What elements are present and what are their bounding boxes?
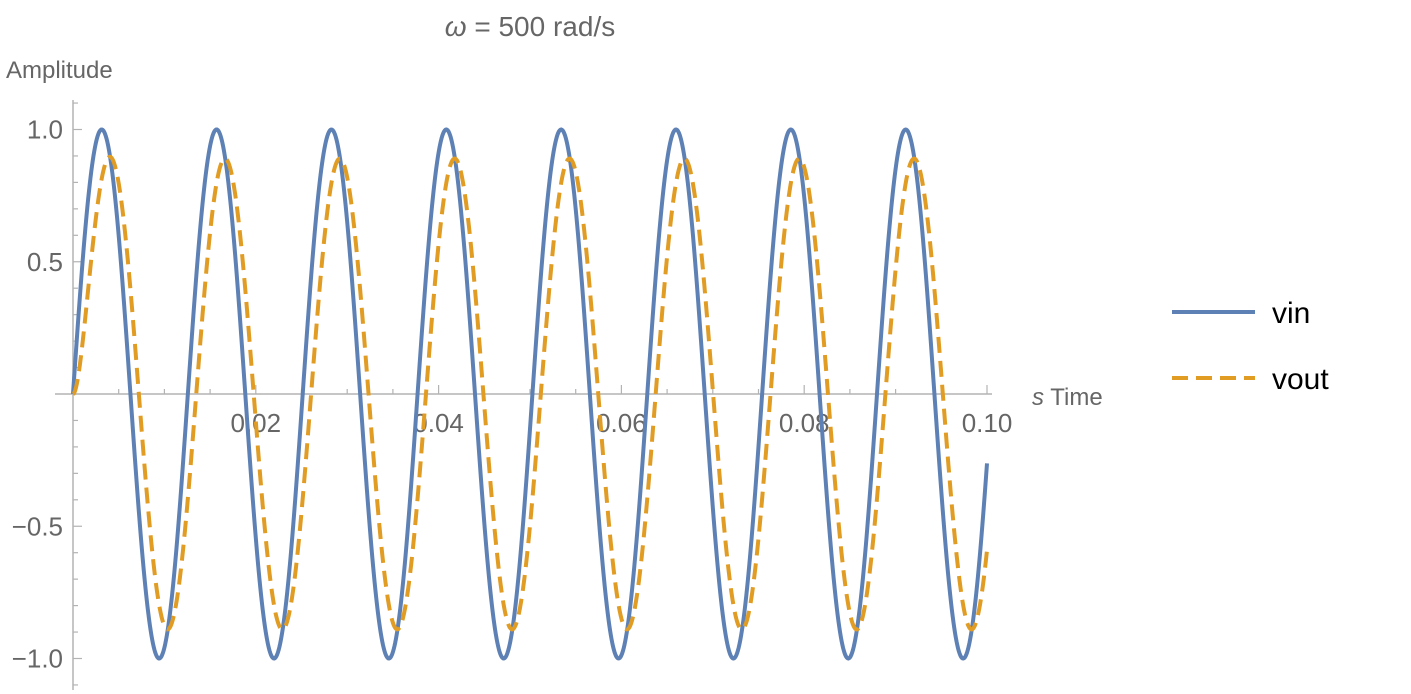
y-tick-label: −0.5 (12, 511, 63, 541)
chart-title: ω = 500 rad/s (445, 11, 615, 42)
y-axis-label: Amplitude (6, 57, 113, 84)
y-tick-label: 0.5 (27, 247, 63, 277)
legend-label-vin: vin (1272, 297, 1310, 330)
x-tick-label: 0.10 (962, 408, 1013, 438)
series-vout (71, 154, 989, 632)
x-tick-label: 0.04 (413, 408, 464, 438)
legend: vin vout (1172, 297, 1329, 396)
series-vin (71, 127, 989, 661)
axes (55, 100, 992, 690)
legend-label-vout: vout (1272, 363, 1329, 396)
x-axis-label: s Time (1032, 384, 1103, 411)
y-tick-label: 1.0 (27, 115, 63, 145)
y-tick-label: −1.0 (12, 644, 63, 674)
series-lines (71, 127, 989, 661)
tick-labels: 0.02 0.04 0.06 0.08 0.10−1.0−0.50.51.0 (12, 115, 1013, 674)
x-tick-label: 0.06 (596, 408, 647, 438)
